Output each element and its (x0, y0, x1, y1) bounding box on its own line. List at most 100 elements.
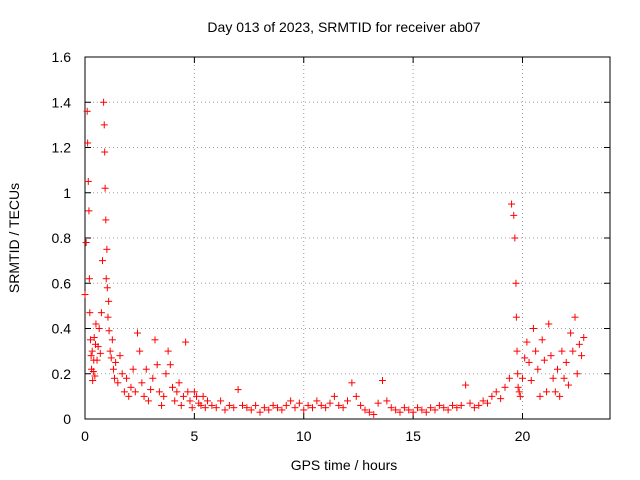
data-point (103, 245, 111, 253)
data-point (120, 388, 128, 396)
data-point (90, 334, 98, 342)
data-point (106, 347, 114, 355)
data-point (149, 374, 157, 382)
data-point (575, 340, 583, 348)
data-point (414, 404, 421, 412)
data-point (484, 399, 491, 407)
data-point (104, 313, 112, 321)
data-point (96, 349, 104, 357)
data-point (221, 406, 229, 414)
data-point (287, 397, 295, 405)
data-point (492, 388, 500, 396)
data-point (330, 392, 338, 400)
data-point (155, 388, 163, 396)
data-point (243, 404, 251, 412)
data-point (94, 343, 102, 351)
data-point (322, 404, 330, 412)
data-point (153, 361, 161, 369)
data-point (256, 408, 264, 416)
data-point (89, 377, 97, 385)
data-point (87, 352, 95, 360)
data-point (440, 404, 448, 412)
data-point (101, 184, 109, 192)
data-point (95, 325, 103, 332)
data-point (514, 370, 522, 378)
data-point (123, 374, 131, 382)
x-tick-label: 5 (190, 428, 198, 444)
data-point (374, 399, 382, 407)
data-point (188, 404, 196, 412)
plot-frame (84, 56, 611, 420)
data-point (370, 410, 378, 418)
data-point (578, 352, 586, 360)
data-point (422, 408, 430, 416)
data-point (547, 352, 555, 360)
grid (85, 57, 610, 419)
data-point (225, 401, 233, 409)
data-point (309, 404, 316, 412)
data-point (551, 388, 559, 396)
data-point (444, 406, 452, 414)
data-point (431, 406, 439, 414)
data-point (558, 347, 566, 355)
data-point (505, 374, 513, 382)
data-point (274, 404, 281, 412)
data-point (516, 392, 524, 400)
data-point (560, 374, 568, 382)
data-point (527, 377, 535, 385)
data-point (177, 401, 185, 409)
data-point (138, 379, 146, 387)
data-point (190, 388, 198, 396)
data-point (501, 383, 509, 391)
y-tick-label: 0.6 (52, 275, 72, 291)
data-point (116, 352, 124, 360)
data-point (569, 347, 577, 355)
data-point (186, 397, 194, 405)
data-point (93, 356, 101, 364)
data-point (92, 320, 100, 328)
y-tick-label: 0 (63, 411, 71, 427)
data-point (475, 401, 483, 409)
data-point (344, 397, 351, 405)
data-point (479, 397, 487, 405)
data-point (405, 406, 413, 414)
data-point (532, 347, 540, 355)
data-point (515, 388, 523, 396)
data-point (107, 354, 115, 362)
y-tick-label: 0.8 (52, 230, 72, 246)
data-point (545, 320, 553, 328)
data-point (166, 361, 174, 369)
data-point (184, 388, 192, 396)
data-point (529, 325, 537, 332)
data-point (573, 370, 581, 378)
data-point (109, 365, 117, 373)
data-point (521, 354, 529, 362)
data-point (99, 257, 106, 265)
data-point (580, 334, 588, 342)
data-point (554, 365, 561, 373)
data-point (201, 404, 209, 412)
y-tick-label: 0.4 (52, 321, 72, 337)
data-point (140, 392, 148, 400)
data-point (89, 367, 97, 375)
data-point (291, 404, 299, 412)
data-point (304, 401, 312, 409)
data-point (144, 397, 152, 405)
data-point (536, 392, 544, 400)
data-point (84, 177, 92, 185)
data-point (567, 329, 575, 337)
y-tick-label: 1 (63, 185, 71, 201)
data-point (508, 200, 516, 208)
data-point (317, 401, 325, 409)
data-point (269, 401, 277, 409)
data-point (387, 404, 395, 412)
y-axis-title: SRMTID / TECUs (6, 183, 22, 293)
data-point (131, 388, 139, 396)
data-point (103, 284, 111, 292)
data-point (392, 406, 400, 414)
data-point (549, 374, 557, 382)
data-point (160, 392, 168, 400)
data-point (511, 234, 519, 242)
data-point (100, 98, 108, 106)
